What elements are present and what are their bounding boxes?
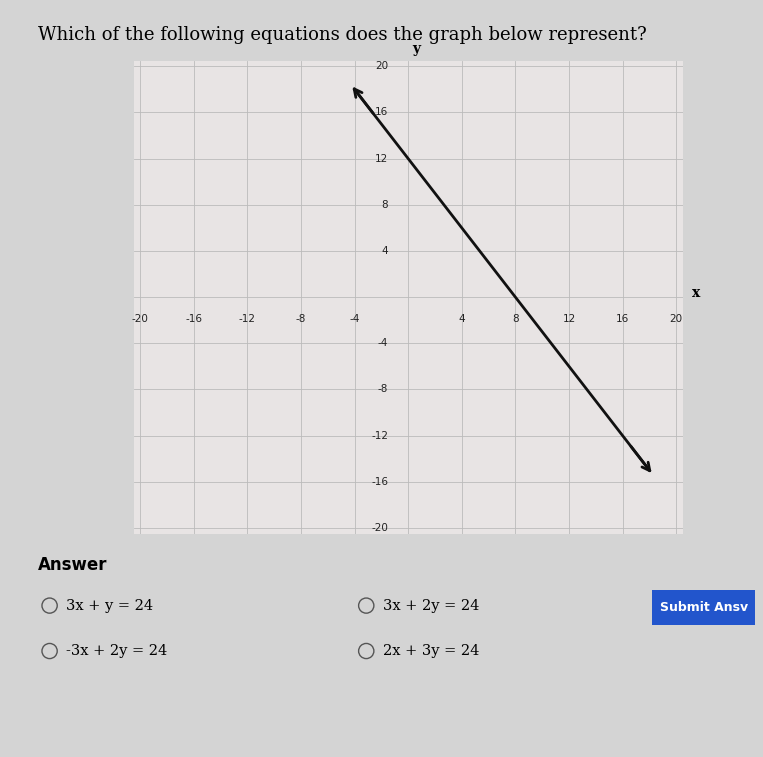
Text: 4: 4 bbox=[459, 314, 465, 325]
Text: x: x bbox=[692, 285, 700, 300]
Text: -8: -8 bbox=[378, 385, 388, 394]
Text: 3x + y = 24: 3x + y = 24 bbox=[66, 599, 153, 612]
Text: -4: -4 bbox=[349, 314, 360, 325]
Text: 20: 20 bbox=[375, 61, 388, 71]
Text: y: y bbox=[412, 42, 420, 56]
Text: 8: 8 bbox=[382, 200, 388, 210]
Text: 16: 16 bbox=[616, 314, 629, 325]
Text: -12: -12 bbox=[239, 314, 256, 325]
Text: -16: -16 bbox=[185, 314, 202, 325]
Text: 3x + 2y = 24: 3x + 2y = 24 bbox=[383, 599, 479, 612]
Text: 20: 20 bbox=[670, 314, 683, 325]
Text: -20: -20 bbox=[132, 314, 149, 325]
Text: 2x + 3y = 24: 2x + 3y = 24 bbox=[383, 644, 479, 658]
Text: 12: 12 bbox=[562, 314, 575, 325]
Text: -20: -20 bbox=[372, 523, 388, 533]
Text: -12: -12 bbox=[371, 431, 388, 441]
Text: -8: -8 bbox=[296, 314, 306, 325]
Text: -16: -16 bbox=[371, 477, 388, 487]
Text: -4: -4 bbox=[378, 338, 388, 348]
Text: -3x + 2y = 24: -3x + 2y = 24 bbox=[66, 644, 168, 658]
Text: 4: 4 bbox=[382, 246, 388, 256]
Text: 16: 16 bbox=[375, 107, 388, 117]
Text: Submit Ansv: Submit Ansv bbox=[660, 601, 748, 614]
Text: Which of the following equations does the graph below represent?: Which of the following equations does th… bbox=[38, 26, 647, 45]
Text: 12: 12 bbox=[375, 154, 388, 164]
Text: Answer: Answer bbox=[38, 556, 108, 575]
Text: 8: 8 bbox=[512, 314, 519, 325]
